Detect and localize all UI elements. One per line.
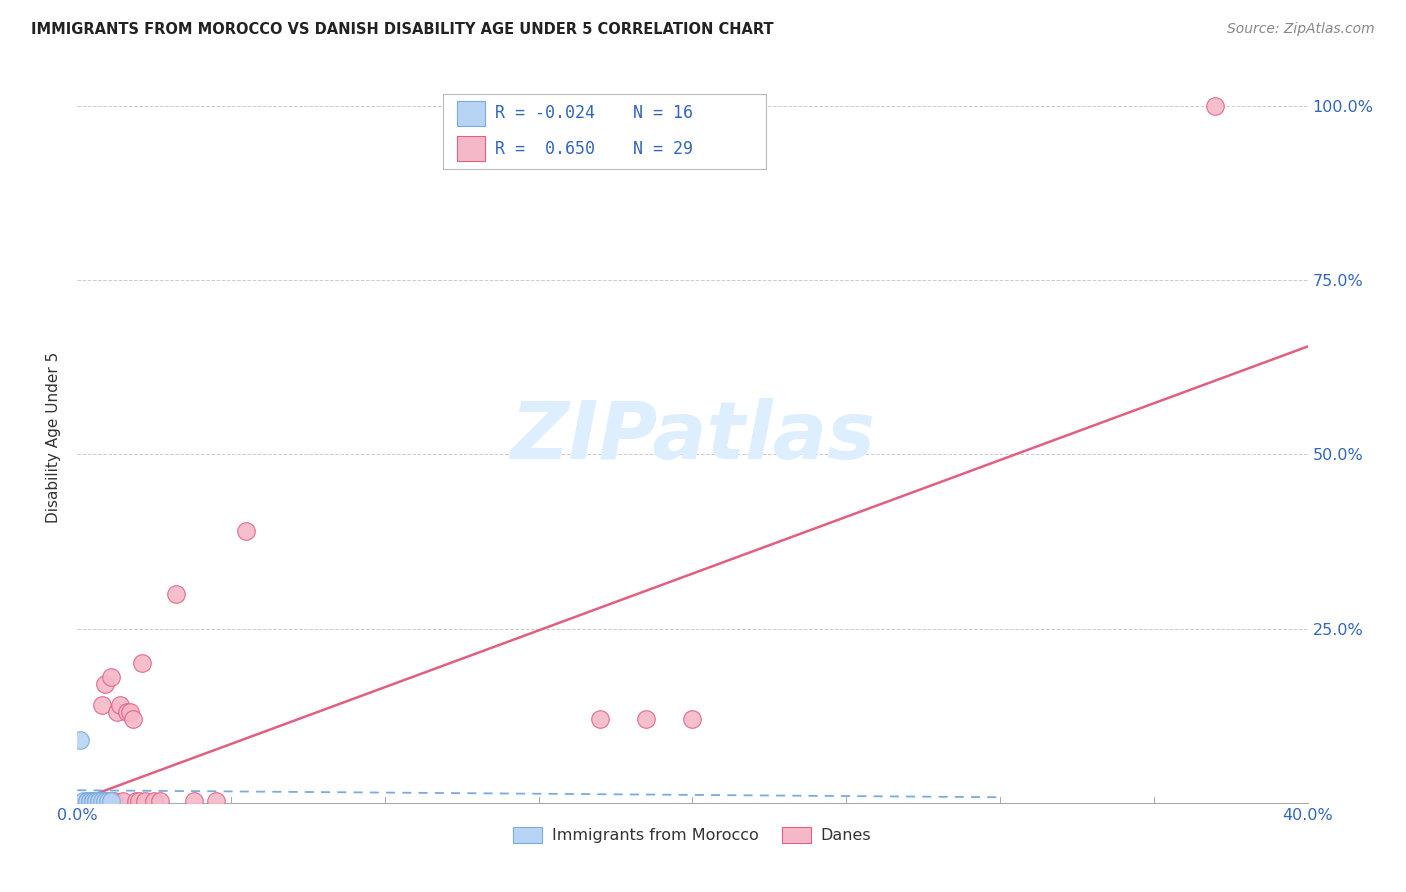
Point <box>69 733 91 747</box>
Point <box>90 698 114 713</box>
Point <box>115 705 138 719</box>
Point <box>87 794 110 808</box>
Point <box>165 587 187 601</box>
Point <box>682 712 704 726</box>
Point <box>100 794 122 808</box>
Point <box>128 794 150 808</box>
Point <box>79 794 101 808</box>
Point <box>90 794 114 808</box>
Point <box>636 712 658 726</box>
Point <box>79 794 101 808</box>
Point <box>103 794 125 808</box>
Text: IMMIGRANTS FROM MOROCCO VS DANISH DISABILITY AGE UNDER 5 CORRELATION CHART: IMMIGRANTS FROM MOROCCO VS DANISH DISABI… <box>31 22 773 37</box>
Text: R = -0.024: R = -0.024 <box>495 104 595 122</box>
Point <box>82 794 104 808</box>
Point <box>94 794 117 808</box>
Point <box>105 705 128 719</box>
Point <box>110 698 132 713</box>
Point <box>112 794 135 808</box>
Text: N = 29: N = 29 <box>633 140 693 158</box>
Text: ZIPatlas: ZIPatlas <box>510 398 875 476</box>
Point <box>76 794 98 808</box>
Point <box>84 794 107 808</box>
Point <box>87 794 110 808</box>
Point <box>589 712 612 726</box>
Point <box>134 794 156 808</box>
Point <box>183 794 205 808</box>
Legend: Immigrants from Morocco, Danes: Immigrants from Morocco, Danes <box>508 821 877 850</box>
Point <box>131 657 153 671</box>
Point <box>118 705 141 719</box>
Text: Source: ZipAtlas.com: Source: ZipAtlas.com <box>1227 22 1375 37</box>
Point <box>125 794 148 808</box>
Point <box>72 794 94 808</box>
Point <box>84 794 107 808</box>
Point <box>79 794 101 808</box>
Point <box>121 712 143 726</box>
Point <box>143 794 166 808</box>
Point <box>82 794 104 808</box>
Point <box>84 794 107 808</box>
Y-axis label: Disability Age Under 5: Disability Age Under 5 <box>46 351 62 523</box>
Point <box>94 677 117 691</box>
Point <box>204 794 226 808</box>
Point <box>97 794 120 808</box>
Point <box>149 794 172 808</box>
Point <box>76 794 98 808</box>
Text: N = 16: N = 16 <box>633 104 693 122</box>
Text: R =  0.650: R = 0.650 <box>495 140 595 158</box>
Point <box>87 794 110 808</box>
Point <box>1204 99 1226 113</box>
Point <box>235 524 257 538</box>
Point <box>97 794 120 808</box>
Point <box>94 794 117 808</box>
Point <box>100 670 122 684</box>
